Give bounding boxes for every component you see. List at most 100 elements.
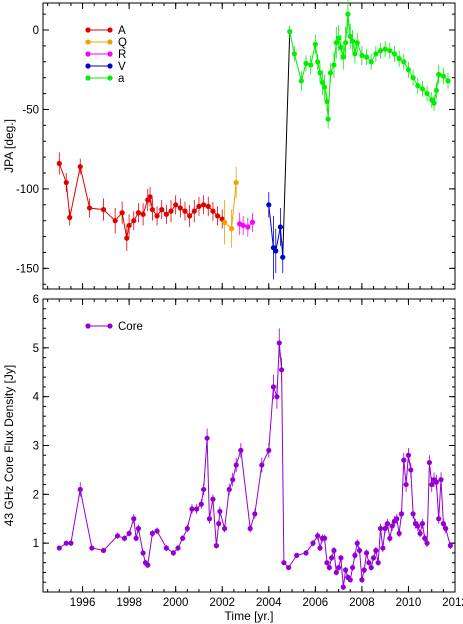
flux-x-tick-label: 2000 <box>163 597 189 609</box>
jpa-series-r <box>237 212 256 237</box>
flux-y-tick-label: 3 <box>33 441 39 453</box>
flux-data-point <box>324 560 330 566</box>
flux-data-point <box>63 540 69 546</box>
legend-marker-core <box>107 323 113 329</box>
jpa-data-point <box>280 254 286 260</box>
flux-data-point <box>149 530 156 537</box>
jpa-y-axis-title: JPA [deg.] <box>2 119 16 173</box>
flux-data-point <box>401 457 407 463</box>
jpa-data-point <box>86 205 93 211</box>
flux-data-point <box>349 564 356 571</box>
flux-data-point <box>126 530 132 537</box>
jpa-data-point <box>387 48 393 54</box>
jpa-data-point <box>342 40 349 46</box>
flux-data-point <box>375 560 381 566</box>
flux-data-point <box>440 521 446 527</box>
flux-series-line <box>59 342 451 588</box>
flux-data-point <box>415 523 421 529</box>
jpa-data-point <box>415 83 421 89</box>
flux-data-point <box>216 521 222 527</box>
flux-data-point <box>213 543 220 549</box>
jpa-series-a <box>287 0 451 129</box>
flux-y-tick-label: 2 <box>33 489 39 501</box>
jpa-data-point <box>149 206 156 213</box>
jpa-data-point <box>100 206 107 213</box>
flux-data-point <box>315 533 321 539</box>
jpa-data-point <box>436 71 442 78</box>
jpa-data-point <box>319 79 325 86</box>
jpa-data-point <box>325 116 331 122</box>
flux-data-point <box>226 486 232 493</box>
flux-data-point <box>281 560 287 566</box>
legend-label-v: V <box>118 61 126 73</box>
flux-data-point <box>368 564 374 571</box>
jpa-data-point <box>424 90 430 97</box>
jpa-data-point <box>349 38 356 44</box>
flux-legend: Core <box>85 321 143 333</box>
flux-y-tick-label: 5 <box>33 343 39 355</box>
flux-data-point <box>340 584 346 590</box>
jpa-series-v <box>266 192 286 280</box>
flux-data-point <box>310 540 316 546</box>
legend-marker-a <box>85 27 91 33</box>
flux-data-point <box>180 535 186 541</box>
flux-data-point <box>443 525 449 532</box>
jpa-data-point <box>201 202 207 208</box>
flux-data-point <box>347 577 353 583</box>
jpa-data-point <box>396 56 402 62</box>
jpa-data-point <box>182 208 188 214</box>
flux-data-point <box>329 555 335 561</box>
jpa-data-point <box>168 208 174 214</box>
jpa-data-point <box>298 78 304 84</box>
flux-data-point <box>424 540 430 546</box>
flux-data-point <box>354 540 360 546</box>
jpa-data-point <box>363 54 370 60</box>
jpa-data-point <box>331 62 337 68</box>
jpa-data-point <box>233 179 239 186</box>
jpa-data-point <box>124 235 130 241</box>
jpa-series-line <box>289 14 449 120</box>
flux-y-axis-title: 43 GHz Core Flux Density [Jy] <box>2 365 16 526</box>
flux-data-point <box>68 540 74 546</box>
jpa-data-point <box>354 40 360 46</box>
jpa-data-point <box>214 213 221 219</box>
flux-data-point <box>405 452 412 458</box>
jpa-data-point <box>140 211 146 217</box>
flux-data-point <box>429 481 435 488</box>
jpa-data-point <box>266 202 272 208</box>
legend-label-a: A <box>118 25 126 37</box>
jpa-data-point <box>131 218 137 224</box>
flux-data-point <box>259 462 265 468</box>
jpa-data-point <box>291 51 297 57</box>
legend-marker-r <box>107 51 113 57</box>
jpa-data-point <box>67 214 73 221</box>
flux-data-point <box>380 545 386 551</box>
flux-data-point <box>189 506 195 512</box>
flux-data-point <box>217 508 223 515</box>
flux-data-point <box>396 530 402 537</box>
flux-data-point <box>252 511 258 517</box>
flux-data-point <box>426 459 432 466</box>
jpa-data-point <box>322 84 328 90</box>
flux-series-core <box>56 328 453 591</box>
jpa-data-point <box>196 203 202 209</box>
legend-marker-r <box>85 51 91 57</box>
flux-data-point <box>206 516 213 522</box>
flux-data-point <box>322 535 328 541</box>
flux-x-tick-label: 2004 <box>256 597 282 609</box>
jpa-data-point <box>163 211 169 217</box>
flux-data-point <box>384 521 391 527</box>
jpa-data-point <box>382 46 388 52</box>
flux-panel: 1 2 3 4 5 6 1996 1998 2000 2002 2004 2006 2008 2010 20… <box>2 294 463 623</box>
flux-data-point <box>230 477 236 483</box>
jpa-data-point <box>308 62 314 68</box>
flux-data-point <box>410 511 416 517</box>
jpa-data-point <box>359 52 365 59</box>
jpa-data-point <box>135 210 142 216</box>
flux-data-point <box>394 516 400 522</box>
jpa-data-point <box>277 224 284 230</box>
jpa-data-point <box>391 51 398 57</box>
flux-data-point <box>356 547 363 554</box>
flux-data-point <box>294 552 300 558</box>
